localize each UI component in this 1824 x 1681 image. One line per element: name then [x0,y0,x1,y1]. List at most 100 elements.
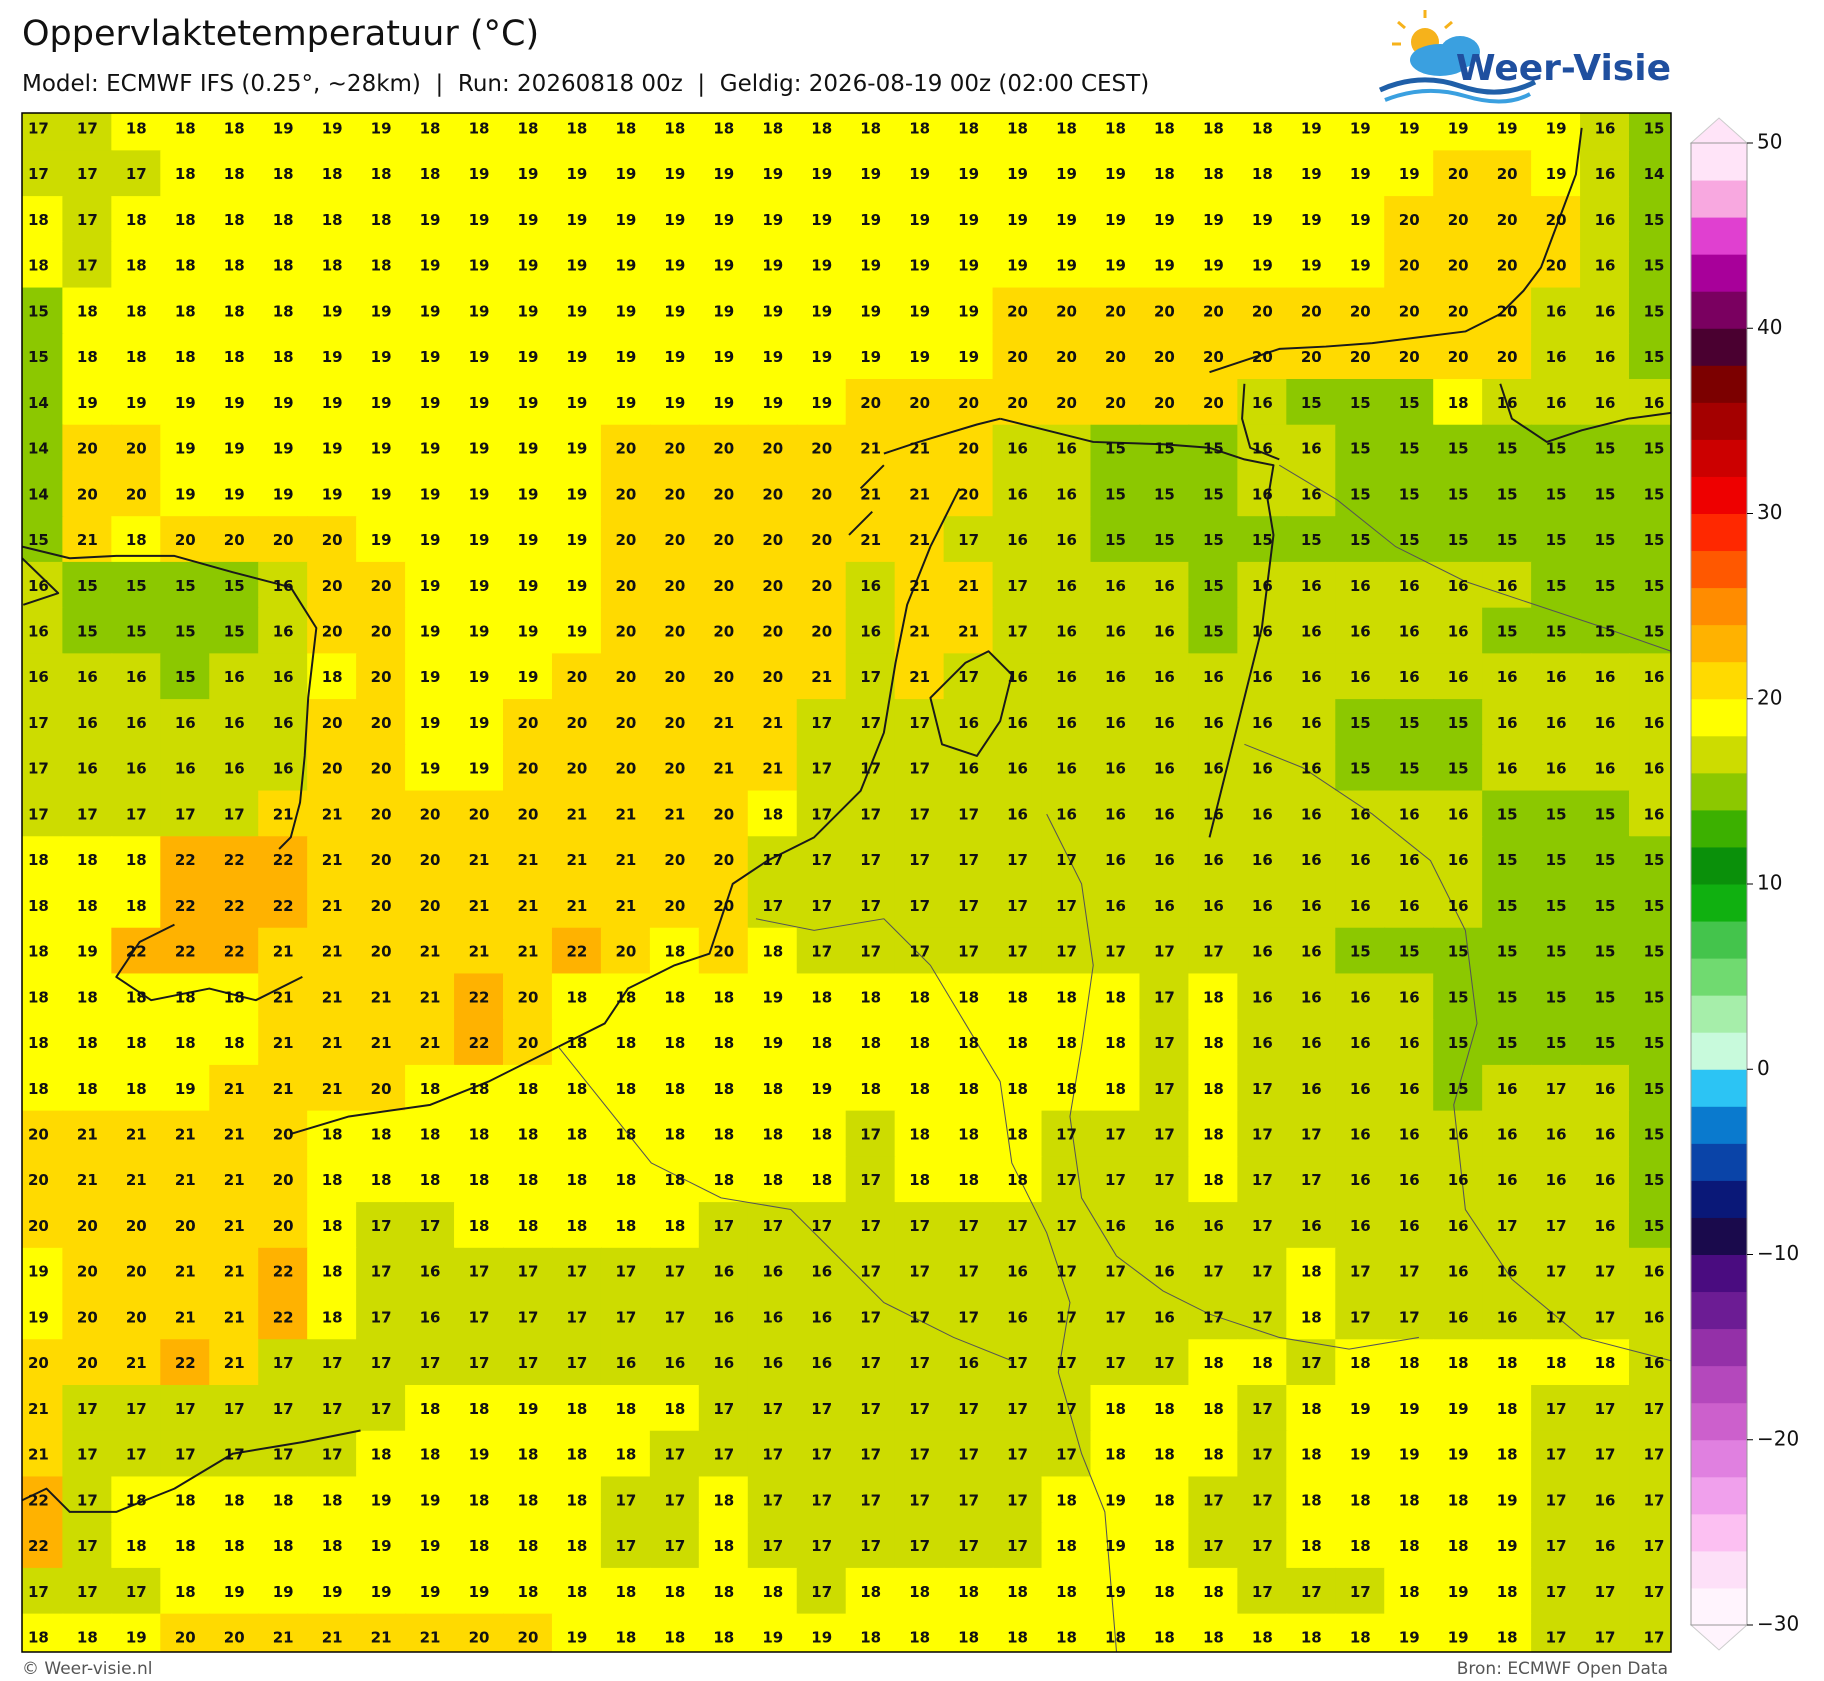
value-label: 15 [1497,897,1518,915]
cell [22,470,64,518]
value-label: 15 [1350,714,1371,732]
value-label: 18 [1154,1491,1175,1509]
cell [992,113,1043,152]
value-label: 16 [1056,714,1077,732]
cell [1237,1567,1288,1615]
cell [258,1110,309,1158]
cell [405,470,456,518]
cell [1237,150,1288,198]
cell [111,1202,162,1249]
value-label: 19 [1399,1629,1420,1647]
value-label: 18 [126,302,147,320]
value-label: 20 [28,1217,49,1235]
value-label: 15 [1203,623,1224,641]
cell [62,790,113,838]
cell [209,1019,260,1066]
value-label: 16 [1105,714,1126,732]
value-label: 17 [1546,1217,1567,1235]
value-label: 19 [566,211,587,229]
value-label: 19 [762,211,783,229]
cell [796,607,847,655]
value-label: 15 [1644,577,1665,595]
value-label: 17 [1301,1126,1322,1144]
value-label: 17 [860,1354,881,1372]
cell [62,150,113,198]
cell [1433,470,1484,518]
value-label: 17 [273,1354,294,1372]
cell [356,1019,407,1066]
value-label: 17 [1056,1400,1077,1418]
cell [1580,470,1631,518]
value-label: 20 [518,1629,539,1647]
cell [1482,113,1533,152]
cell [1335,113,1386,152]
cell [62,927,113,975]
value-label: 18 [566,1171,587,1189]
value-label: 20 [664,897,685,915]
cell [405,699,456,746]
colorbar-tick-label: 10 [1757,871,1782,895]
cell [1580,836,1631,883]
cell [502,927,553,975]
value-label: 20 [1056,302,1077,320]
cell [1531,470,1582,518]
value-label: 16 [1350,988,1371,1006]
cell [62,113,113,152]
value-label: 18 [909,1583,930,1601]
cell [649,1064,700,1112]
value-label: 18 [1007,1171,1028,1189]
cell [1237,1019,1288,1066]
value-label: 19 [762,348,783,366]
value-label: 19 [469,623,490,641]
cell [1580,333,1631,380]
cell [1629,744,1671,792]
cell [111,607,162,655]
cell [551,516,602,563]
value-label: 18 [762,1126,783,1144]
value-label: 16 [1497,714,1518,732]
value-label: 21 [371,1034,392,1052]
value-label: 15 [1595,988,1616,1006]
value-label: 16 [77,668,98,686]
value-label: 18 [1497,1354,1518,1372]
cell [502,1110,553,1158]
cell [160,1385,211,1432]
cell [1384,1247,1435,1295]
value-label: 19 [566,165,587,183]
value-label: 20 [1007,394,1028,412]
value-label: 17 [860,668,881,686]
cell [1433,699,1484,746]
cell [1433,1522,1484,1569]
value-label: 21 [566,897,587,915]
value-label: 20 [664,531,685,549]
value-label: 19 [420,668,441,686]
value-label: 15 [224,623,245,641]
cell [454,882,504,929]
value-label: 22 [273,897,294,915]
value-label: 19 [1350,1400,1371,1418]
cell [1237,1476,1288,1524]
cell [943,1430,994,1478]
cell [894,1476,945,1524]
value-label: 18 [175,348,196,366]
cell [1237,699,1288,746]
cell [1531,113,1582,152]
cell [111,196,162,243]
value-label: 16 [1105,577,1126,595]
cell [209,333,260,380]
cell [1384,1156,1435,1204]
value-label: 18 [615,1446,636,1464]
cell [1188,561,1239,609]
value-label: 16 [1644,805,1665,823]
cell [1188,1339,1239,1386]
value-label: 16 [1546,714,1567,732]
value-label: 15 [1448,1034,1469,1052]
value-label: 18 [420,1400,441,1418]
value-label: 18 [1154,1400,1175,1418]
value-label: 17 [566,1308,587,1326]
value-label: 18 [224,302,245,320]
value-label: 17 [713,1446,734,1464]
value-label: 18 [518,1171,539,1189]
cell [111,1293,162,1341]
value-label: 18 [371,211,392,229]
